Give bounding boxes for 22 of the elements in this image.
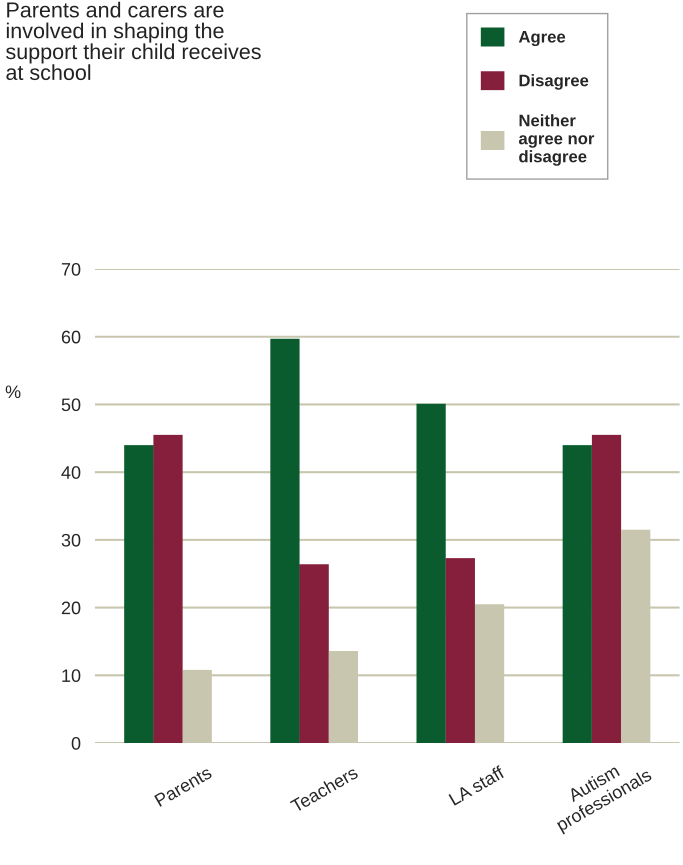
y-tick-label: 0 — [72, 736, 80, 750]
y-tick-label: 20 — [62, 602, 80, 614]
y-tick-label: 30 — [62, 534, 80, 547]
bar — [592, 434, 622, 744]
chart-title: Parents and carers are involved in shaping the support their child receives at school — [6, 2, 261, 80]
legend-label: Neither agree nor disagree — [518, 114, 594, 166]
y-tick-label: 50 — [62, 398, 80, 412]
bar — [300, 564, 329, 744]
y-tick-label: 60 — [62, 330, 80, 344]
bar — [446, 558, 475, 744]
bar — [124, 445, 154, 744]
legend-label: Disagree — [520, 74, 588, 90]
legend-label: Agree — [518, 31, 566, 46]
y-tick-label: 40 — [61, 466, 80, 479]
y-tick-label: 70 — [62, 262, 80, 276]
x-tick-label: LA staff — [448, 765, 506, 806]
y-tick-label: 10 — [62, 669, 80, 682]
bar — [153, 434, 183, 744]
bar — [270, 338, 300, 744]
y-axis-title: % — [6, 385, 20, 398]
bar — [562, 445, 592, 744]
bar — [416, 404, 446, 744]
